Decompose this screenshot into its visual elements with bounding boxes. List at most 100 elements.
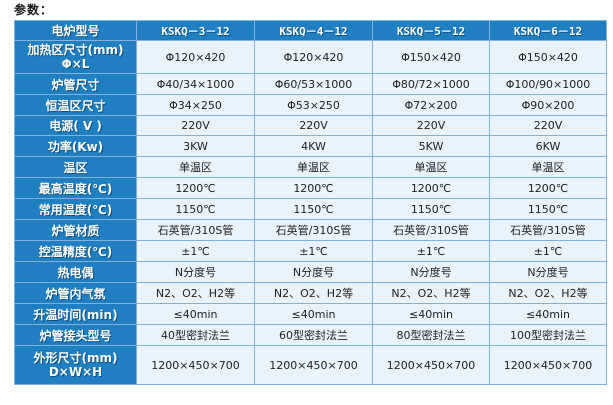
spec-row: 加热区尺寸(mm) Φ×L Φ120×420 Φ120×420 Φ150×420 Φ150… <box>14 40 607 74</box>
spec-value-cell: 1200℃ <box>489 177 607 199</box>
row-label: 恒温区尺寸 <box>14 94 137 116</box>
spec-value-cell: 220V <box>489 115 607 136</box>
spec-value-cell: 单温区 <box>489 156 607 178</box>
spec-value-cell: 220V <box>372 115 490 136</box>
spec-value-cell: 单温区 <box>372 156 490 178</box>
row-label: 升温时间(min) <box>14 303 137 325</box>
model-header: KSKQ－5－12 <box>372 20 490 41</box>
header-row: 电炉型号 KSKQ－3－12 KSKQ－4－12 KSKQ－5－12 KSKQ－… <box>14 20 607 41</box>
header-label: 电炉型号 <box>14 20 137 41</box>
spec-value-cell: 1150℃ <box>489 198 607 220</box>
spec-value-cell: 5KW <box>372 135 490 157</box>
row-label-line2: Φ×L <box>61 57 90 71</box>
spec-value-cell: 220V <box>136 115 255 136</box>
spec-value-cell: 1200×450×700 <box>254 345 373 385</box>
spec-value-cell: Φ100/90×1000 <box>489 73 607 95</box>
spec-value-cell: Φ80/72×1000 <box>372 73 490 95</box>
spec-value-cell: N分度号 <box>136 261 255 283</box>
row-label-line2: D×W×H <box>48 365 103 379</box>
row-label: 热电偶 <box>14 261 137 283</box>
spec-row: 炉管内气氛 N2、O2、H2等 N2、O2、H2等 N2、O2、H2等 N2、O2、H2… <box>14 282 607 304</box>
spec-value-cell: N分度号 <box>372 261 490 283</box>
spec-value-cell: 单温区 <box>136 156 255 178</box>
spec-value-cell: Φ120×420 <box>136 40 255 74</box>
model-header: KSKQ－6－12 <box>489 20 607 41</box>
row-label-line1: 外形尺寸(mm) <box>33 351 118 365</box>
row-label: 炉管材质 <box>14 219 137 241</box>
spec-value-cell: Φ120×420 <box>254 40 373 74</box>
spec-row: 恒温区尺寸 Φ34×250 Φ53×250 Φ72×200 Φ90×200 <box>14 94 607 116</box>
spec-value-cell: 1200×450×700 <box>136 345 255 385</box>
row-label: 常用温度(℃) <box>14 198 137 220</box>
row-label: 外形尺寸(mm) D×W×H <box>14 345 137 385</box>
spec-value-cell: 石英管/310S管 <box>136 219 255 241</box>
spec-value-cell: 40型密封法兰 <box>136 324 255 346</box>
spec-row: 常用温度(℃) 1150℃ 1150℃ 1150℃ 1150℃ <box>14 198 607 220</box>
row-label: 温区 <box>14 156 137 178</box>
spec-value-cell: 石英管/310S管 <box>372 219 490 241</box>
spec-value-cell: ≤40min <box>372 303 490 325</box>
spec-value-cell: ≤40min <box>254 303 373 325</box>
spec-value-cell: ±1℃ <box>372 240 490 262</box>
spec-value-cell: 60型密封法兰 <box>254 324 373 346</box>
spec-value-cell: ±1℃ <box>136 240 255 262</box>
spec-row: 温区 单温区 单温区 单温区 单温区 <box>14 156 607 178</box>
row-label: 最高温度(℃) <box>14 177 137 199</box>
row-label: 炉管内气氛 <box>14 282 137 304</box>
spec-value-cell: ≤40min <box>489 303 607 325</box>
spec-value-cell: 220V <box>254 115 373 136</box>
spec-row: 升温时间(min) ≤40min ≤40min ≤40min ≤40min <box>14 303 607 325</box>
spec-value-cell: ≤40min <box>136 303 255 325</box>
row-label: 加热区尺寸(mm) Φ×L <box>14 40 137 74</box>
spec-value-cell: 1150℃ <box>372 198 490 220</box>
spec-value-cell: 80型密封法兰 <box>372 324 490 346</box>
spec-value-cell: N2、O2、H2等 <box>254 282 373 304</box>
spec-value-cell: 1150℃ <box>136 198 255 220</box>
spec-value-cell: Φ72×200 <box>372 94 490 116</box>
spec-value-cell: 1200℃ <box>136 177 255 199</box>
spec-value-cell: Φ90×200 <box>489 94 607 116</box>
model-header: KSKQ－4－12 <box>254 20 373 41</box>
spec-value-cell: 1200×450×700 <box>489 345 607 385</box>
spec-row: 控温精度(℃) ±1℃ ±1℃ ±1℃ ±1℃ <box>14 240 607 262</box>
row-label: 功率(Kw) <box>14 135 137 157</box>
spec-value-cell: Φ40/34×1000 <box>136 73 255 95</box>
spec-row: 炉管材质 石英管/310S管 石英管/310S管 石英管/310S管 石英管/310S管 <box>14 219 607 241</box>
spec-value-cell: 1150℃ <box>254 198 373 220</box>
spec-value-cell: N分度号 <box>489 261 607 283</box>
spec-value-cell: 1200℃ <box>254 177 373 199</box>
row-label: 炉管尺寸 <box>14 73 137 95</box>
model-header: KSKQ－3－12 <box>136 20 255 41</box>
spec-value-cell: Φ53×250 <box>254 94 373 116</box>
spec-value-cell: N2、O2、H2等 <box>372 282 490 304</box>
spec-row: 炉管尺寸 Φ40/34×1000 Φ60/53×1000 Φ80/72×1000 Φ10… <box>14 73 607 95</box>
spec-row: 炉管接头型号 40型密封法兰 60型密封法兰 80型密封法兰 100型密封法兰 <box>14 324 607 346</box>
spec-value-cell: Φ34×250 <box>136 94 255 116</box>
row-label-line1: 加热区尺寸(mm) <box>27 43 124 57</box>
spec-value-cell: 石英管/310S管 <box>489 219 607 241</box>
spec-value-cell: 100型密封法兰 <box>489 324 607 346</box>
spec-value-cell: 1200℃ <box>372 177 490 199</box>
spec-value-cell: Φ150×420 <box>489 40 607 74</box>
spec-value-cell: Φ150×420 <box>372 40 490 74</box>
row-label: 炉管接头型号 <box>14 324 137 346</box>
spec-value-cell: 石英管/310S管 <box>254 219 373 241</box>
spec-table: 电炉型号 KSKQ－3－12 KSKQ－4－12 KSKQ－5－12 KSKQ－… <box>14 20 607 385</box>
caption: 参数： <box>14 3 54 17</box>
spec-value-cell: N2、O2、H2等 <box>489 282 607 304</box>
spec-value-cell: N2、O2、H2等 <box>136 282 255 304</box>
spec-row: 功率(Kw) 3KW 4KW 5KW 6KW <box>14 135 607 157</box>
spec-value-cell: 4KW <box>254 135 373 157</box>
spec-row: 电源( V ) 220V 220V 220V 220V <box>14 115 607 136</box>
row-label: 电源( V ) <box>14 115 137 136</box>
spec-value-cell: N分度号 <box>254 261 373 283</box>
spec-row: 热电偶 N分度号 N分度号 N分度号 N分度号 <box>14 261 607 283</box>
spec-value-cell: ±1℃ <box>489 240 607 262</box>
spec-value-cell: 单温区 <box>254 156 373 178</box>
spec-row: 最高温度(℃) 1200℃ 1200℃ 1200℃ 1200℃ <box>14 177 607 199</box>
row-label: 控温精度(℃) <box>14 240 137 262</box>
spec-value-cell: ±1℃ <box>254 240 373 262</box>
spec-value-cell: 1200×450×700 <box>372 345 490 385</box>
spec-row: 外形尺寸(mm) D×W×H 1200×450×700 1200×450×700 120… <box>14 345 607 385</box>
spec-value-cell: 6KW <box>489 135 607 157</box>
